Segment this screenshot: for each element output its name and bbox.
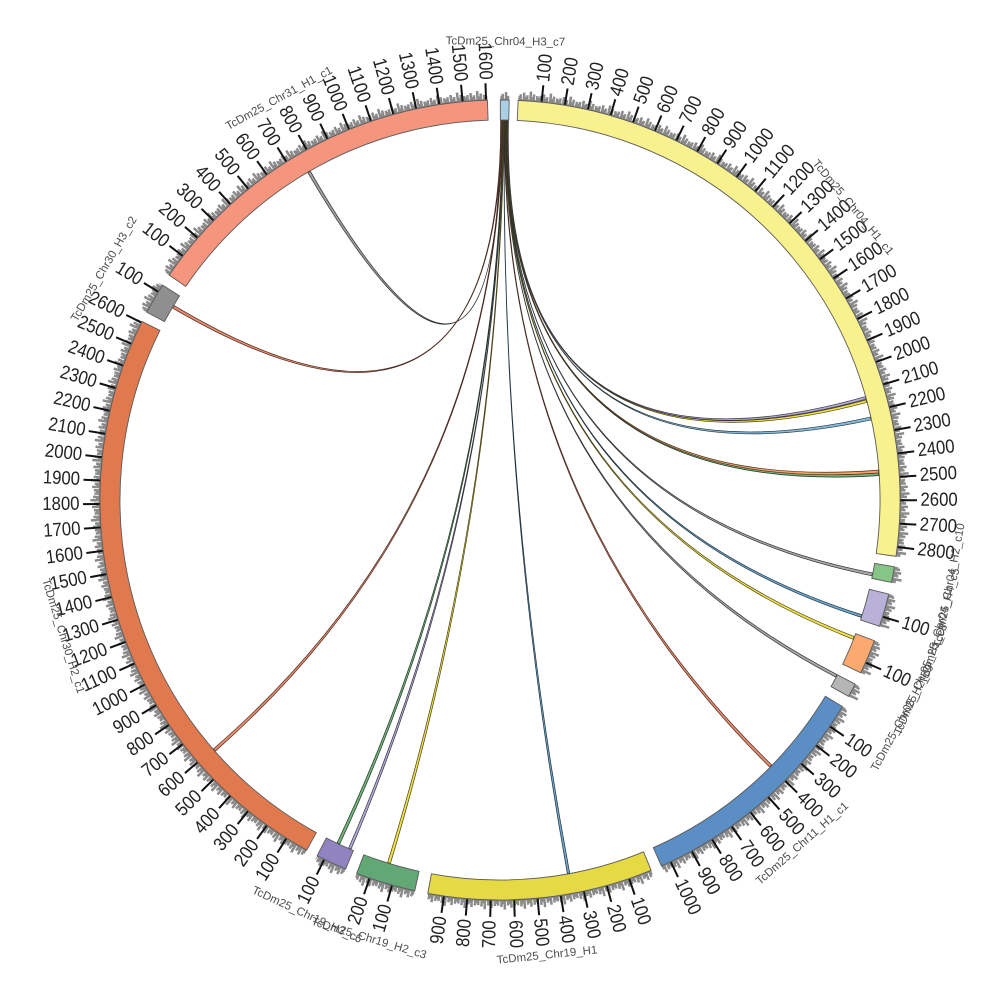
svg-text:700: 700 xyxy=(479,920,501,948)
svg-text:2000: 2000 xyxy=(44,440,83,465)
svg-text:TcDm25_Chr04_H3_c7: TcDm25_Chr04_H3_c7 xyxy=(446,35,566,48)
svg-text:400: 400 xyxy=(554,914,579,945)
svg-text:900: 900 xyxy=(427,915,452,946)
svg-text:200: 200 xyxy=(558,56,583,87)
svg-text:100: 100 xyxy=(533,53,557,83)
svg-text:1900: 1900 xyxy=(42,467,80,490)
svg-text:2500: 2500 xyxy=(919,463,957,486)
svg-text:2400: 2400 xyxy=(916,436,955,461)
svg-text:600: 600 xyxy=(504,920,526,949)
svg-text:2600: 2600 xyxy=(920,490,957,511)
svg-text:1600: 1600 xyxy=(474,42,496,80)
svg-text:800: 800 xyxy=(453,918,476,948)
svg-text:1500: 1500 xyxy=(447,43,471,82)
svg-text:1800: 1800 xyxy=(42,494,79,515)
svg-text:2700: 2700 xyxy=(919,514,957,537)
svg-text:1700: 1700 xyxy=(43,518,82,542)
svg-text:500: 500 xyxy=(529,918,553,948)
